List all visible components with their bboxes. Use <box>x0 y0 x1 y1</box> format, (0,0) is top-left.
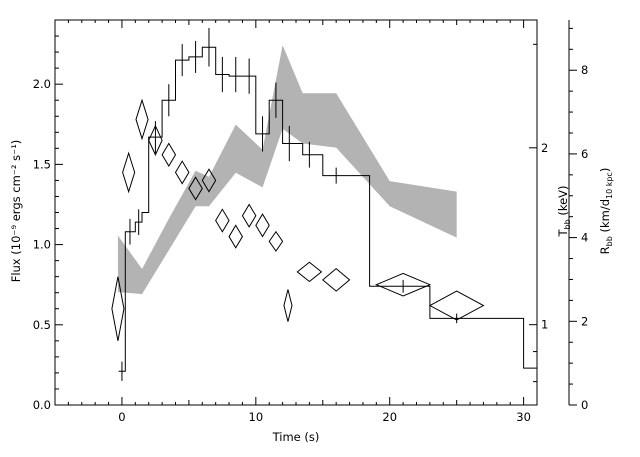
temperature-diamond-3 <box>135 98 149 141</box>
temperature-diamond-5 <box>161 142 177 167</box>
temperature-diamond-11 <box>241 203 257 228</box>
radius-band <box>117 45 457 295</box>
temperature-diamond-18 <box>428 290 485 321</box>
x-tick-label-0: 0 <box>118 410 125 424</box>
x-tick-label-20: 20 <box>382 410 397 424</box>
left-tick-label: 1.0 <box>33 238 51 252</box>
left-tick-label: 2.0 <box>33 77 51 91</box>
temperature-diamond-10 <box>228 224 244 249</box>
radius-tick-label: 4 <box>581 231 588 245</box>
r-label-mid: (km/d <box>598 199 612 236</box>
temperature-diamond-4 <box>148 124 163 156</box>
temperature-diamond-14 <box>283 289 293 322</box>
temperature-diamond-2 <box>122 151 136 194</box>
temp-tick-label: 1 <box>541 318 548 332</box>
temperature-diamond-16 <box>321 267 351 292</box>
inner-right-axis-label: Tbb (keV) <box>556 185 572 237</box>
x-axis-label: Time (s) <box>272 430 320 444</box>
temperature-diamond-15 <box>296 261 323 283</box>
r-label-sub2: 10 kpc <box>605 172 614 199</box>
r-label-main: R <box>598 246 612 254</box>
temperature-diamond-9 <box>215 208 230 233</box>
left-tick-label: 1.5 <box>33 157 51 171</box>
radius-band-layer <box>117 45 457 295</box>
left-axis-label: Flux (10⁻⁹ ergs cm⁻² s⁻¹) <box>9 140 23 283</box>
outer-right-axis-label: Rbb (km/d10 kpc) <box>598 168 614 255</box>
r-label-end: ) <box>598 168 612 173</box>
temperature-diamond-1 <box>111 276 125 341</box>
t-label-sub: bb <box>563 219 572 229</box>
left-tick-label: 0.5 <box>33 318 51 332</box>
temperature-diamond-7 <box>188 176 203 201</box>
left-tick-label: 0.0 <box>33 398 51 412</box>
radius-tick-label: 0 <box>581 398 588 412</box>
axes-layer <box>54 19 570 406</box>
radius-tick-label: 2 <box>581 314 588 328</box>
temperature-diamond-13 <box>268 230 284 252</box>
temperature-diamond-17 <box>375 272 432 297</box>
x-tick-label-10: 10 <box>249 410 264 424</box>
radius-tick-label: 6 <box>581 147 588 161</box>
r-label-sub: bb <box>605 236 614 246</box>
temperature-diamond-8 <box>201 168 217 193</box>
radius-tick-label: 8 <box>581 63 588 77</box>
t-label-main: T <box>556 229 570 238</box>
t-label-rest: (keV) <box>556 185 570 219</box>
temperature-diamond-12 <box>255 213 270 238</box>
flux-histogram-layer <box>118 28 537 381</box>
temperature-diamond-layer <box>111 98 485 341</box>
temp-tick-label: 2 <box>541 141 548 155</box>
x-tick-label-30: 30 <box>516 410 531 424</box>
temperature-diamond-6 <box>174 160 190 185</box>
